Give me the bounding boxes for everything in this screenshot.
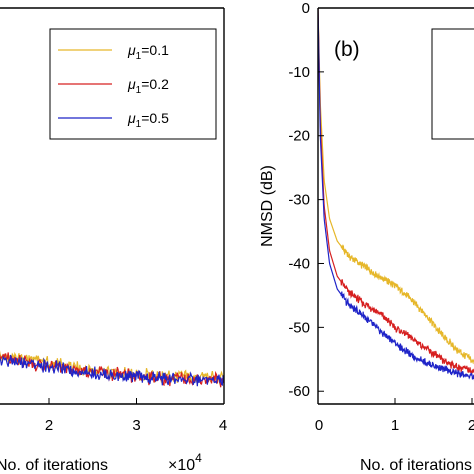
panel-a-series-mu-0-1-line: [0, 350, 224, 385]
panel-b-x-tick-label: 2: [468, 417, 474, 434]
panel-b-y-axis-label: NMSD (dB): [259, 165, 276, 247]
panel-b-x-ticks: 0 1 2: [315, 398, 474, 434]
panel-b-y-tick-label: -50: [288, 319, 310, 336]
panel-b-legend-box: [431, 28, 474, 140]
panel-b-y-tick-label: -40: [288, 255, 310, 272]
panel-a-x-multiplier: ×104: [168, 451, 202, 474]
panel-b-y-tick-label: -30: [288, 192, 310, 209]
panel-b-y-tick-label: -20: [288, 128, 310, 145]
panel-b-label: (b): [334, 38, 360, 61]
panel-b-y-tick-label: -10: [288, 64, 310, 81]
panel-b-series: [318, 8, 474, 381]
panel-b-x-axis-label: No. of iterations: [360, 457, 472, 474]
panel-b: 0 -10 -20 -30 -40 -50 -60 0 1 2 NMSD (dB) No. of…: [259, 0, 474, 474]
panel-a-x-axis-label: No. of iterations: [0, 457, 108, 474]
panel-a-series-mu-0-5-line: [0, 354, 224, 387]
panel-a-legend-entry: μ1=0.2: [127, 76, 169, 96]
panel-a-x-tick-label: 3: [132, 417, 140, 434]
panel-b-series-mu-0-5-line: [318, 8, 474, 381]
panel-a-legend: μ1=0.1 μ1=0.2 μ1=0.5: [49, 28, 217, 140]
panel-a-x-tick-label: 4: [219, 417, 227, 434]
panel-b-y-ticks: 0 -10 -20 -30 -40 -50 -60: [288, 0, 324, 400]
panel-a-legend-entry: μ1=0.5: [127, 110, 169, 130]
panel-a-series: [0, 350, 224, 388]
panel-a-x-ticks: 2 3 4: [45, 398, 227, 434]
panel-a-legend-entry: μ1=0.1: [127, 42, 169, 62]
panel-b-x-tick-label: 1: [391, 417, 399, 434]
panel-b-x-tick-label: 0: [315, 417, 323, 434]
panel-b-y-tick-label: -60: [288, 383, 310, 400]
panel-a-x-tick-label: 2: [45, 417, 53, 434]
panel-b-y-tick-label: 0: [302, 0, 310, 17]
panel-b-series-mu-0-1-line: [318, 8, 474, 365]
